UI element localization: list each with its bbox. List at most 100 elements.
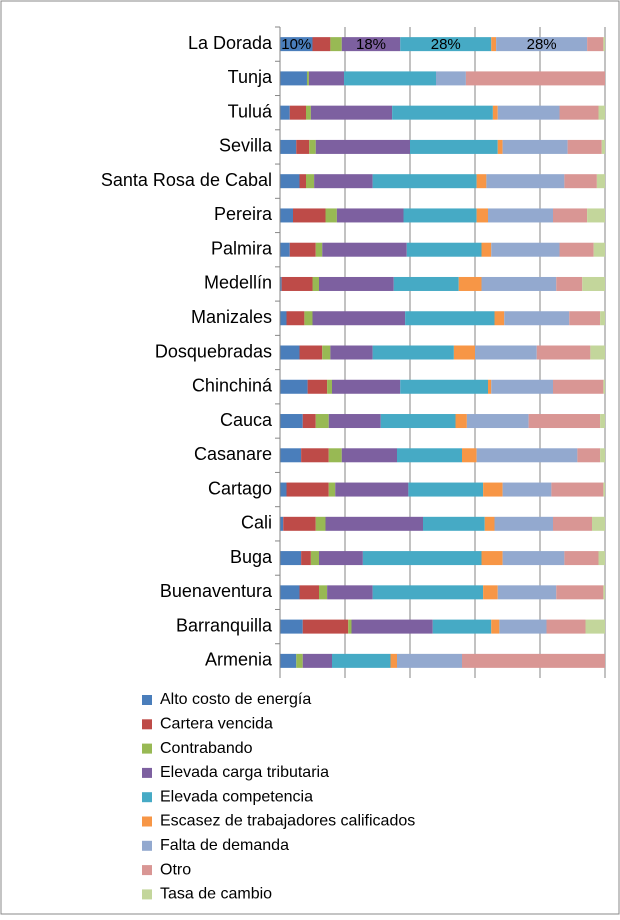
bar-segment: [577, 448, 601, 463]
bar-segment: [280, 242, 290, 257]
bar-segment: [403, 208, 477, 223]
bar-segment: [348, 619, 352, 634]
bar-segment: [315, 242, 323, 257]
bar-segment: [280, 482, 287, 497]
bar-segment: [476, 174, 487, 189]
bar-segment: [312, 311, 406, 326]
bar-segment: [280, 105, 290, 120]
bar-segment: [406, 242, 482, 257]
bar-segment: [484, 516, 495, 531]
y-tick-label: La Dorada: [188, 33, 273, 53]
bar-segment: [307, 379, 328, 394]
legend-swatch: [142, 695, 152, 705]
bar-segment: [502, 139, 568, 154]
bar-segment: [283, 516, 316, 531]
bar-segment: [593, 242, 605, 257]
bar-segment: [492, 105, 498, 120]
legend-swatch: [142, 840, 152, 851]
bar-segment: [546, 619, 586, 634]
bar-segment: [332, 379, 401, 394]
y-tick-label: Pereira: [214, 204, 273, 224]
bar-segment: [302, 414, 316, 429]
bar-segment: [380, 414, 456, 429]
y-tick-label: Barranquilla: [176, 615, 273, 635]
bar-segment: [280, 379, 308, 394]
bar-segment: [488, 208, 553, 223]
legend-swatch: [142, 865, 152, 876]
legend-label: Escasez de trabajadores calificados: [160, 813, 415, 830]
legend-label: Alto costo de energía: [160, 691, 311, 708]
bar-segment: [587, 37, 604, 52]
bar-segment: [280, 551, 302, 566]
bar-segment: [481, 276, 557, 291]
bar-segment: [315, 414, 329, 429]
bar-segment: [423, 516, 485, 531]
bar-segment: [455, 414, 467, 429]
bar-segment: [280, 174, 300, 189]
legend-label: Tasa de cambio: [160, 886, 272, 903]
bar-segment: [476, 208, 488, 223]
bar-segment: [372, 174, 477, 189]
bar-segment: [372, 585, 484, 600]
bar-segment: [302, 653, 332, 668]
bar-segment: [372, 345, 454, 360]
bar-segment: [556, 585, 604, 600]
bar-segment: [322, 345, 331, 360]
bar-segment: [585, 619, 605, 634]
bar-segment: [603, 482, 605, 497]
bar-segment: [453, 345, 475, 360]
bar-segment: [312, 276, 319, 291]
bar-segment: [567, 139, 602, 154]
bar-segment: [299, 345, 323, 360]
bar-segment: [600, 311, 605, 326]
bar-segment: [280, 311, 287, 326]
bar-segment: [466, 414, 529, 429]
bar-segment: [553, 516, 592, 531]
bar-segment: [603, 37, 605, 52]
bar-segment: [600, 414, 605, 429]
bar-segment: [319, 276, 394, 291]
bar-segment: [390, 653, 397, 668]
bar-segment: [553, 208, 588, 223]
bar-segment: [475, 345, 537, 360]
bar-segment: [335, 482, 409, 497]
bar-segment: [502, 551, 565, 566]
bar-segment: [280, 208, 293, 223]
y-tick-label: Buga: [230, 547, 273, 567]
legend-label: Elevada carga tributaria: [160, 764, 329, 781]
bar-segment: [559, 242, 594, 257]
bar-segment: [400, 37, 492, 52]
y-tick-label: Santa Rosa de Cabal: [101, 170, 272, 190]
bar-segment: [491, 37, 497, 52]
bar-segment: [432, 619, 492, 634]
bar-segment: [289, 105, 306, 120]
bar-segment: [499, 619, 547, 634]
bar-segment: [322, 242, 407, 257]
bar-segment: [564, 174, 597, 189]
bar-segment: [564, 551, 599, 566]
bar-segment: [408, 482, 484, 497]
bar-segment: [596, 174, 605, 189]
bar-segment: [603, 585, 605, 600]
legend-label: Contrabando: [160, 740, 253, 757]
bar-segment: [496, 37, 588, 52]
legend-swatch: [142, 889, 152, 900]
bar-segment: [308, 71, 345, 86]
bar-segment: [327, 379, 332, 394]
bar-segment: [458, 276, 482, 291]
bar-segment: [436, 71, 466, 86]
bar-segment: [341, 448, 397, 463]
bar-segment: [488, 379, 492, 394]
bar-segment: [462, 448, 477, 463]
bar-segment: [330, 345, 373, 360]
bar-segment: [497, 105, 560, 120]
bar-segment: [587, 208, 605, 223]
bar-segment: [328, 482, 336, 497]
bar-segment: [299, 585, 319, 600]
bar-segment: [551, 482, 604, 497]
bar-segment: [465, 71, 605, 86]
bar-segment: [280, 37, 313, 52]
bar-segment: [536, 345, 591, 360]
bar-segment: [600, 448, 605, 463]
